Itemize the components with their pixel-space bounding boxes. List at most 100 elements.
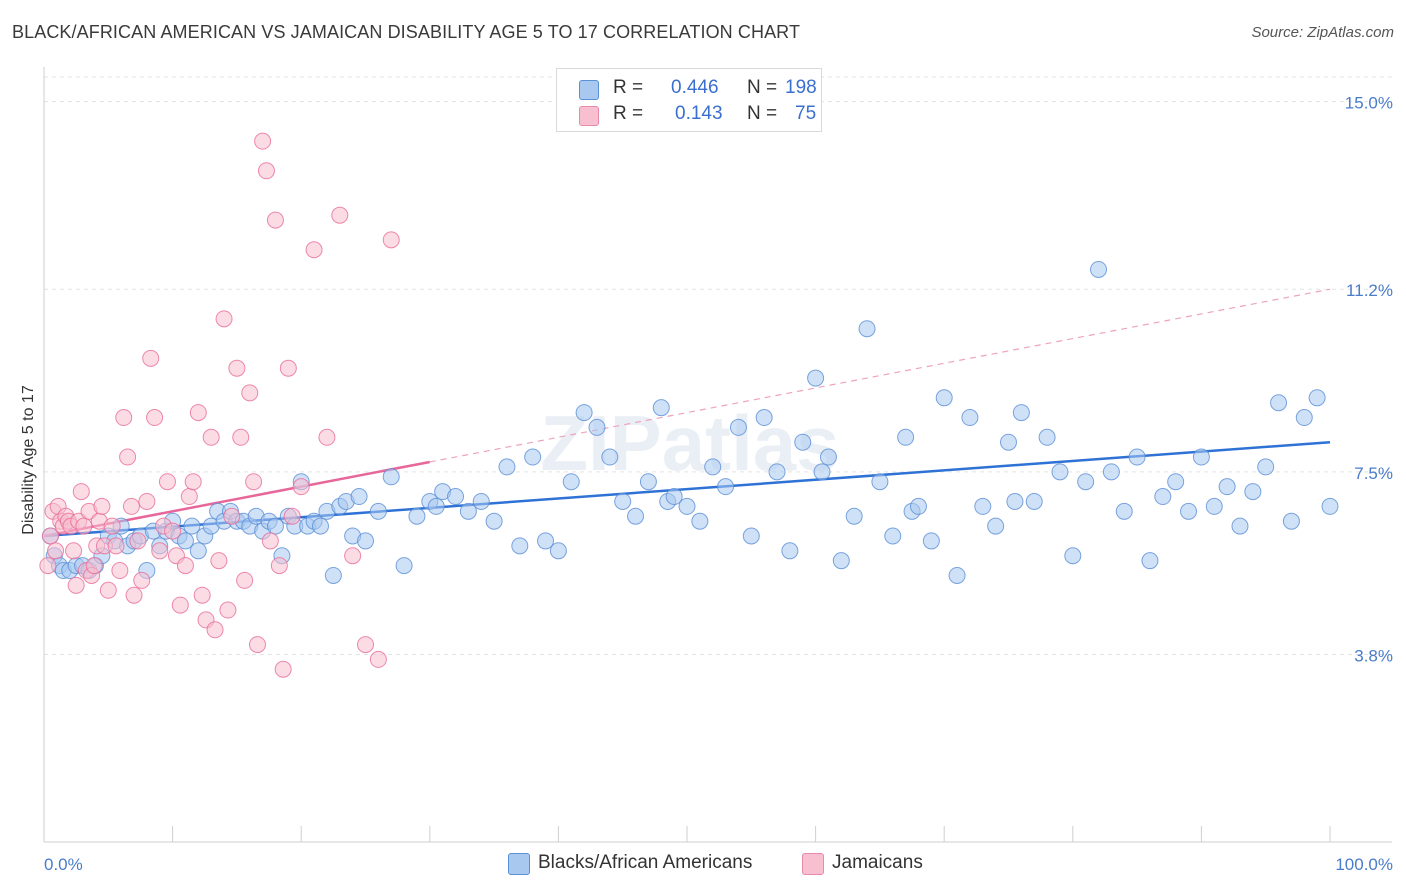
point-jamaicans [279, 359, 297, 377]
point-blacks [909, 497, 927, 515]
point-jamaicans [228, 359, 246, 377]
point-jamaicans [305, 241, 323, 259]
point-blacks [575, 404, 593, 422]
point-blacks [961, 409, 979, 427]
point-blacks [845, 507, 863, 525]
point-jamaicans [318, 428, 336, 446]
point-blacks [472, 492, 490, 510]
point-jamaicans [151, 542, 169, 560]
point-blacks [382, 468, 400, 486]
point-blacks [176, 532, 194, 550]
point-blacks [1154, 488, 1172, 506]
legend-swatch-pink [579, 106, 599, 126]
point-blacks [183, 517, 201, 535]
point-blacks [729, 418, 747, 436]
point-blacks [1006, 492, 1024, 510]
point-jamaicans [283, 507, 301, 525]
point-blacks [498, 458, 516, 476]
point-blacks [1282, 512, 1300, 530]
point-blacks [1064, 547, 1082, 565]
legend-r-label: R = [613, 103, 644, 124]
point-blacks [311, 517, 329, 535]
point-blacks [678, 497, 696, 515]
point-blacks [1270, 394, 1288, 412]
point-blacks [357, 532, 374, 550]
y-tick-label: 15.0% [1345, 94, 1393, 113]
point-jamaicans [75, 517, 93, 535]
point-jamaicans [215, 310, 233, 328]
point-blacks [832, 552, 850, 570]
point-jamaicans [369, 650, 387, 668]
point-jamaicans [171, 596, 189, 614]
point-jamaicans [164, 522, 182, 540]
point-blacks [1180, 502, 1198, 520]
point-jamaicans [72, 483, 90, 501]
point-blacks [1051, 463, 1069, 481]
point-blacks [858, 320, 876, 338]
source-credit: Source: ZipAtlas.com [1251, 24, 1394, 41]
point-jamaicans [119, 448, 137, 466]
point-blacks [1167, 473, 1185, 491]
point-jamaicans [41, 527, 59, 545]
point-jamaicans [142, 349, 160, 367]
point-blacks [813, 463, 831, 481]
point-blacks [755, 409, 773, 427]
point-blacks [819, 448, 837, 466]
point-blacks [369, 502, 387, 520]
legend-label: Jamaicans [832, 852, 923, 873]
point-jamaicans [210, 552, 228, 570]
point-blacks [485, 512, 503, 530]
point-jamaicans [248, 636, 266, 654]
point-jamaicans [193, 586, 211, 604]
point-jamaicans [129, 532, 147, 550]
point-blacks [768, 463, 786, 481]
point-jamaicans [257, 162, 275, 180]
point-jamaicans [245, 473, 263, 491]
point-blacks [807, 369, 825, 387]
point-jamaicans [274, 660, 292, 678]
legend-n-value: 198 [785, 77, 817, 98]
point-blacks [665, 488, 683, 506]
point-jamaicans [382, 231, 400, 249]
point-jamaicans [184, 473, 202, 491]
legend-r-label: R = [613, 77, 644, 98]
point-jamaicans [270, 557, 288, 575]
point-blacks [948, 566, 966, 584]
point-jamaicans [133, 571, 151, 589]
point-jamaicans [65, 542, 83, 560]
point-blacks [897, 428, 915, 446]
point-jamaicans [158, 473, 176, 491]
point-blacks [189, 542, 207, 560]
point-blacks [639, 473, 657, 491]
point-blacks [704, 458, 722, 476]
point-blacks [1038, 428, 1056, 446]
point-jamaicans [122, 497, 140, 515]
point-blacks [987, 517, 1005, 535]
point-jamaicans [99, 581, 117, 599]
point-jamaicans [176, 557, 194, 575]
point-blacks [1025, 492, 1043, 510]
point-blacks [1244, 483, 1262, 501]
point-blacks [1115, 502, 1133, 520]
point-blacks [1090, 260, 1108, 278]
y-tick-label: 7.5% [1354, 464, 1393, 483]
point-jamaicans [266, 211, 284, 229]
point-blacks [691, 512, 709, 530]
point-blacks [717, 478, 735, 496]
point-blacks [1000, 433, 1017, 451]
point-blacks [324, 566, 342, 584]
point-jamaicans [261, 532, 279, 550]
point-jamaicans [219, 601, 237, 619]
point-jamaicans [357, 636, 374, 654]
point-blacks [588, 418, 606, 436]
point-blacks [935, 389, 953, 407]
legend-swatch-blue [579, 80, 599, 100]
point-jamaicans [125, 586, 143, 604]
point-jamaicans [47, 542, 65, 560]
x-tick-label: 0.0% [44, 855, 83, 874]
point-jamaicans [344, 547, 362, 565]
point-jamaicans [115, 409, 133, 427]
point-blacks [871, 473, 889, 491]
chart-title: BLACK/AFRICAN AMERICAN VS JAMAICAN DISAB… [12, 22, 801, 42]
point-blacks [1205, 497, 1223, 515]
